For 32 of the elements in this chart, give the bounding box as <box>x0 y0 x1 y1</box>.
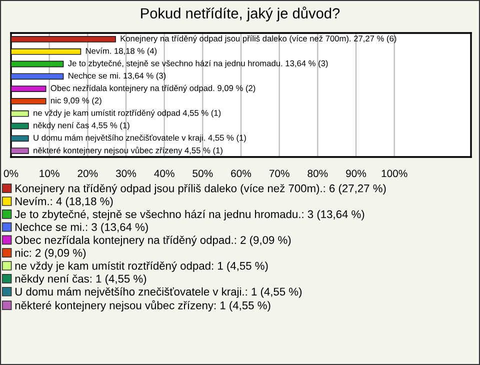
data-label: Obec nezřídala kontejnery na tříděný odpad. 9,09 % (2) <box>50 84 256 93</box>
data-label: Nevím. 18,18 % (4) <box>86 48 157 56</box>
data-label: některé kontejnery nejsou vůbec zřízeny 4,55 % (1) <box>34 146 222 156</box>
x-tick-label: 90% <box>346 170 366 178</box>
legend-label: Nechce se mi.: 3 (13,64 %) <box>16 222 148 234</box>
legend-label: nic: 2 (9,09 %) <box>15 248 86 259</box>
data-label: Nechce se mi. 13,64 % (3) <box>68 72 166 80</box>
x-tick-label: 80% <box>308 170 328 178</box>
x-tick-label: 40% <box>154 170 174 178</box>
data-label: ne vždy je kam umístit roztříděný odpad 4,55 % (1) <box>34 110 221 118</box>
legend-label: U domu mám největšího znečišťovatele v kraji.: 1 (4,55 %) <box>15 287 302 298</box>
legend-label: ne vždy je kam umístit roztříděný odpad: 1 (4,55 %) <box>15 261 268 272</box>
legend-label: Konejnery na tříděný odpad jsou příliš daleko (více než 700m).: 6 (27,27 %) <box>16 184 386 194</box>
chart-title: Pokud netřídíte, jaký je důvod? <box>141 6 340 22</box>
x-tick-label: 20% <box>78 170 98 178</box>
legend-label: Nevím.: 4 (18,18 %) <box>16 196 113 208</box>
data-label: Je to zbytečné, stejně se všechno hází na jednu hromadu. 13,64 % (3) <box>68 60 328 68</box>
legend-label: někdy není čas: 1 (4,55 %) <box>15 274 146 285</box>
legend-label: Obec nezřídala kontejnery na tříděný odpad.: 2 (9,09 %) <box>15 236 291 246</box>
legend-label: některé kontejnery nejsou vůbec zřízeny: 1 (4,55 %) <box>15 300 270 312</box>
x-tick-label: 30% <box>116 170 136 178</box>
data-label: někdy není čas 4,55 % (1) <box>34 122 130 130</box>
data-label: Konejnery na tříděný odpad jsou příliš daleko (více než 700m). 27,27 % (6) <box>120 35 396 44</box>
x-tick-label: 70% <box>269 170 290 178</box>
x-tick-label: 10% <box>40 170 60 178</box>
x-tick-label: 50% <box>192 170 213 178</box>
legend-label: Je to zbytečné, stejně se všechno hází na jednu hromadu.: 3 (13,64 %) <box>14 210 364 220</box>
x-tick-label: 100% <box>382 170 408 178</box>
data-label: U domu mám největšího znečišťovatele v kraji. 4,55 % (1) <box>34 134 246 142</box>
data-label: nic 9,09 % (2) <box>51 97 102 106</box>
x-tick-label: 0% <box>4 170 18 178</box>
x-tick-label: 60% <box>231 170 252 178</box>
